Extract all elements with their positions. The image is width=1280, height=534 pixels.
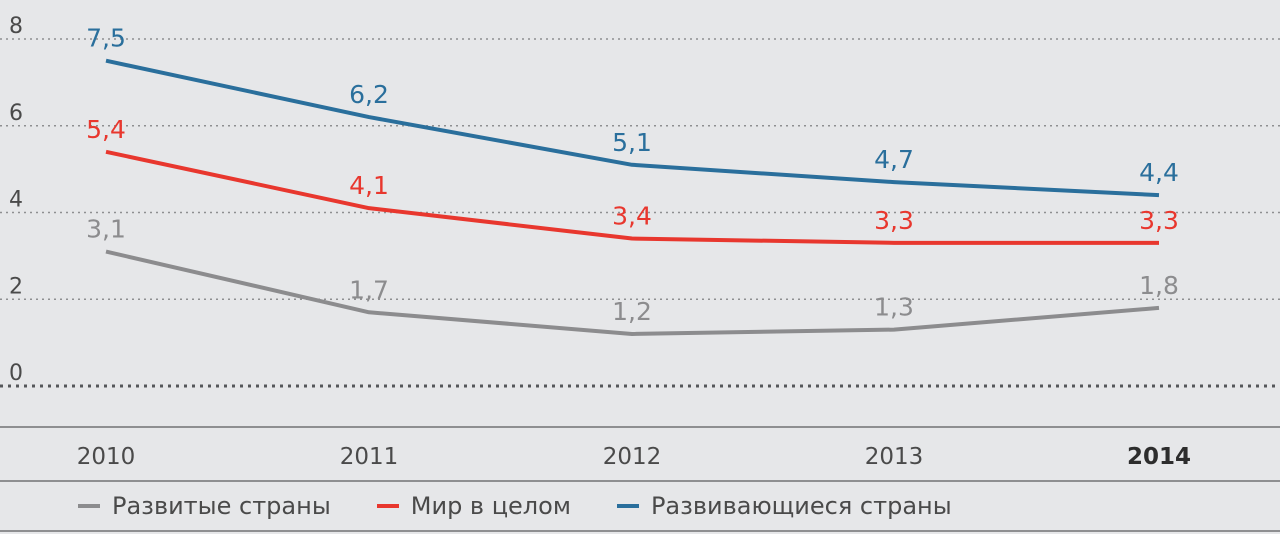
legend-item: Развивающиеся страны <box>616 492 952 520</box>
legend-item: Развитые страны <box>78 492 331 520</box>
legend-label: Мир в целом <box>410 492 571 520</box>
legend-label: Развивающиеся страны <box>650 492 952 520</box>
x-tick-label: 2010 <box>77 444 136 470</box>
y-tick-label: 8 <box>9 14 23 39</box>
legend-swatch <box>78 504 100 508</box>
data-label: 3,3 <box>874 206 914 235</box>
data-label: 7,5 <box>86 24 126 53</box>
data-label: 6,2 <box>349 80 389 109</box>
y-tick-label: 6 <box>9 101 23 126</box>
legend-swatch <box>616 504 639 508</box>
data-label: 3,1 <box>86 215 126 244</box>
data-label: 4,7 <box>874 145 914 174</box>
data-label: 4,1 <box>349 171 389 200</box>
x-tick-label: 2013 <box>865 444 924 470</box>
x-tick-label: 2012 <box>603 444 662 470</box>
data-label: 1,3 <box>874 293 914 322</box>
data-label: 1,7 <box>349 275 389 304</box>
data-label: 1,8 <box>1139 271 1179 300</box>
data-label: 3,3 <box>1139 206 1179 235</box>
chart-legend: Развитые страны Мир в целом Развивающиеся … <box>78 486 998 526</box>
data-label: 4,4 <box>1139 158 1179 187</box>
x-tick-label: 2014 <box>1127 444 1191 470</box>
legend-label: Развитые страны <box>112 492 331 520</box>
data-label: 5,1 <box>612 128 652 157</box>
data-label: 5,4 <box>86 115 126 144</box>
y-tick-label: 4 <box>9 188 23 213</box>
y-tick-label: 2 <box>9 274 23 299</box>
legend-item: Мир в целом <box>376 492 571 520</box>
data-label: 1,2 <box>612 297 652 326</box>
data-label: 3,4 <box>612 202 652 231</box>
y-tick-label: 0 <box>9 361 23 386</box>
x-tick-label: 2011 <box>340 444 399 470</box>
legend-swatch <box>376 504 399 508</box>
